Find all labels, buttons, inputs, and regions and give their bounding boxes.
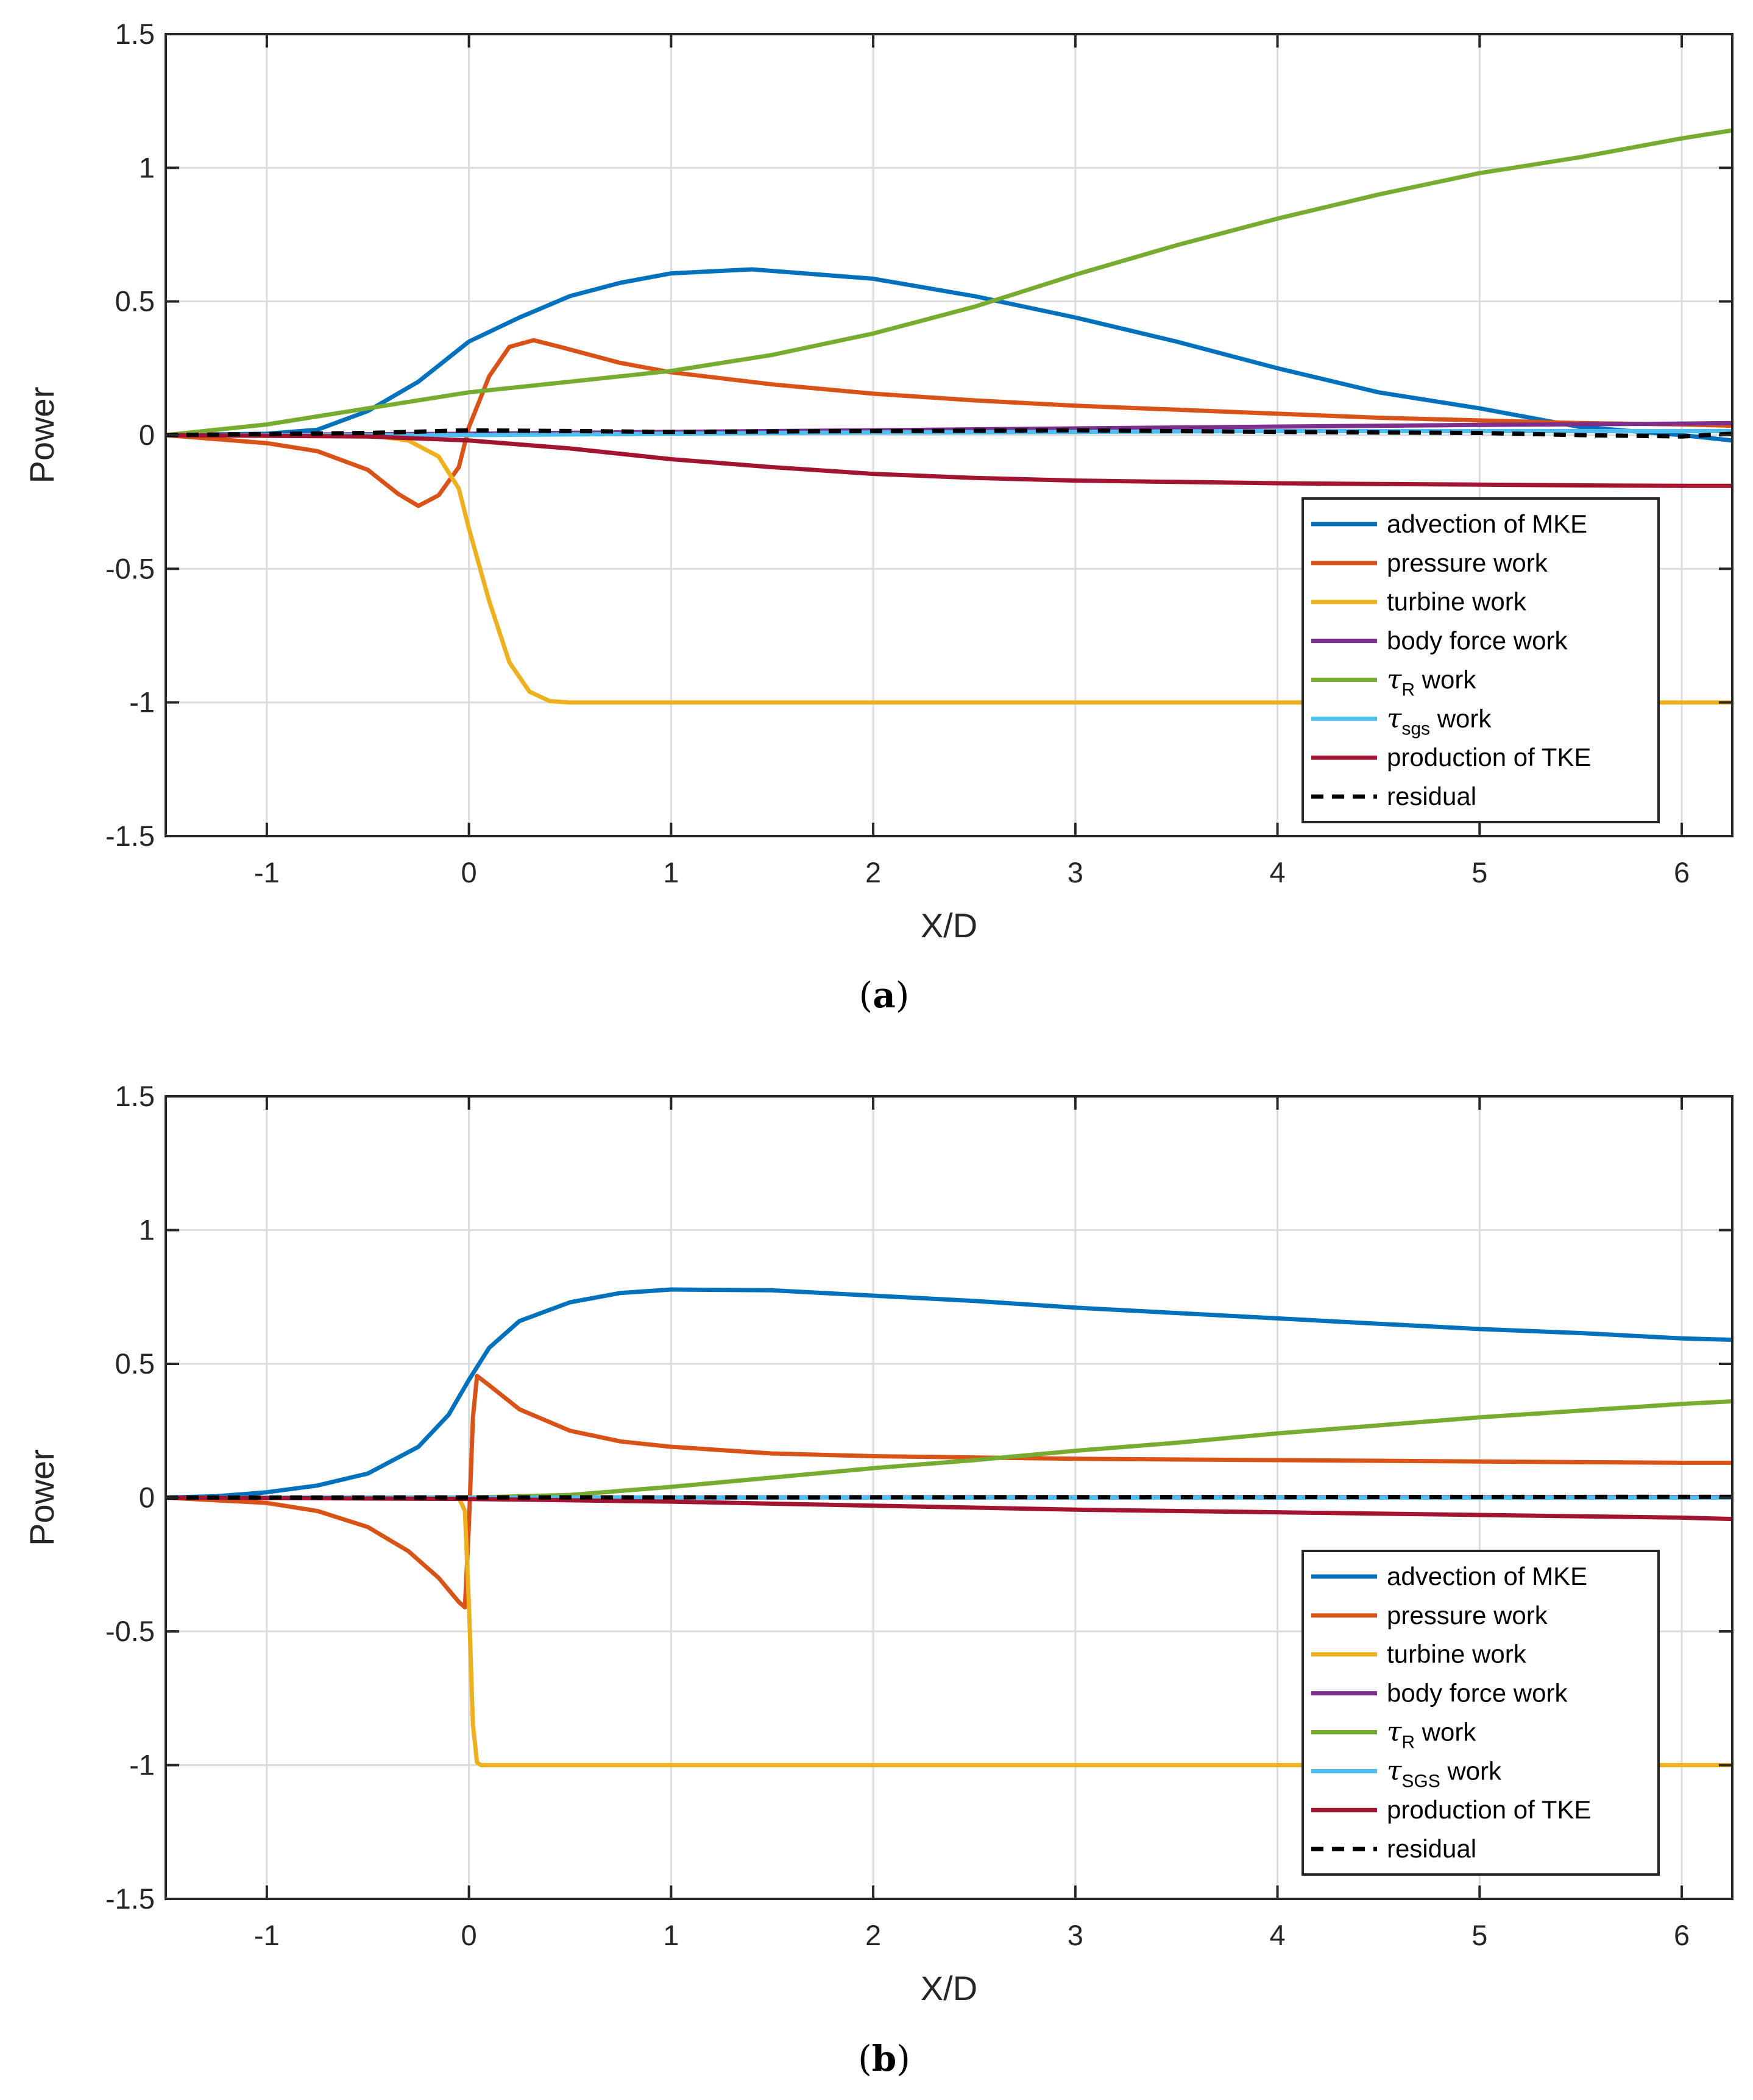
x-tick-label: 2: [865, 1919, 881, 1951]
y-tick-label: -1: [129, 1749, 155, 1781]
legend-label-tau_R: τR work: [1387, 664, 1476, 700]
legend-label-tau_R: τR work: [1387, 1716, 1476, 1752]
legend-box: [1301, 497, 1660, 823]
legend-label-body_force: body force work: [1387, 1679, 1568, 1708]
series-tau_sgs: [166, 428, 1732, 438]
series-residual: [166, 428, 1732, 439]
x-axis-label: X/D: [921, 906, 977, 945]
x-tick-label: -1: [254, 1919, 280, 1951]
legend-label-advection: advection of MKE: [1387, 509, 1587, 538]
y-tick-label: 0.5: [115, 285, 155, 317]
x-tick-label: -1: [254, 856, 280, 889]
series-production: [166, 1495, 1732, 1522]
series-tau_R: [166, 1399, 1732, 1500]
x-axis-label: X/D: [921, 1969, 977, 2007]
y-tick-label: -1.5: [105, 1882, 155, 1915]
legend: advection of MKE pressure work turbine wor…: [1301, 497, 1660, 823]
legend-label-turbine: turbine work: [1387, 587, 1527, 616]
series-group: [166, 1287, 1732, 1767]
y-tick-label: 0: [139, 1481, 155, 1514]
series-group: [166, 128, 1732, 705]
chart-panel-a: -1 0 1 2 3 4 5 6 -1.5 -1 -0.5 0 0.5 1 1.5 X/D Power advec…: [23, 18, 1734, 1016]
y-tick-label: 1.5: [115, 1080, 155, 1112]
legend-label-production: production of TKE: [1387, 743, 1591, 772]
x-tick-label: 1: [663, 1919, 679, 1951]
x-tick-label: 0: [461, 1919, 477, 1951]
legend-label-turbine: turbine work: [1387, 1640, 1527, 1669]
panel-caption-b: (b): [858, 2038, 910, 2079]
legend-label-advection: advection of MKE: [1387, 1562, 1587, 1591]
legend-label-body_force: body force work: [1387, 626, 1568, 655]
x-tick-label: 3: [1068, 856, 1083, 889]
legend-label-production: production of TKE: [1387, 1795, 1591, 1824]
x-tick-label: 4: [1270, 856, 1286, 889]
legend-label-pressure: pressure work: [1387, 1601, 1548, 1630]
y-tick-label: 1: [139, 151, 155, 183]
x-tick-label: 6: [1674, 856, 1690, 889]
y-tick-label: -1: [129, 686, 155, 718]
y-axis-label: Power: [23, 1449, 61, 1546]
series-advection: [166, 1287, 1732, 1500]
series-pressure: [166, 338, 1732, 508]
x-tick-label: 0: [461, 856, 477, 889]
y-tick-label: 0: [139, 419, 155, 451]
x-tick-label: 3: [1068, 1919, 1083, 1951]
legend-label-tau_sgs: τsgs work: [1387, 703, 1492, 739]
x-tick-label: 2: [865, 856, 881, 889]
panel-caption-a: (a): [859, 974, 910, 1016]
legend-label-pressure: pressure work: [1387, 548, 1548, 577]
x-tick-label: 4: [1270, 1919, 1286, 1951]
legend-label-residual: residual: [1387, 782, 1476, 811]
y-tick-label: -1.5: [105, 820, 155, 852]
series-advection: [166, 267, 1732, 443]
series-pressure: [166, 1374, 1732, 1609]
legend: advection of MKE pressure work turbine wor…: [1301, 1550, 1660, 1876]
series-tau_R: [166, 128, 1732, 438]
y-tick-label: 1: [139, 1214, 155, 1246]
x-tick-label: 5: [1471, 856, 1487, 889]
legend-label-tau_sgs: τSGS work: [1387, 1755, 1502, 1791]
x-tick-label: 5: [1471, 1919, 1487, 1951]
y-tick-label: 0.5: [115, 1347, 155, 1380]
y-tick-label: 1.5: [115, 18, 155, 50]
y-tick-label: -0.5: [105, 552, 155, 584]
legend-box: [1301, 1550, 1660, 1876]
x-tick-label: 6: [1674, 1919, 1690, 1951]
series-production: [166, 433, 1732, 488]
y-tick-label: -0.5: [105, 1615, 155, 1647]
chart-panel-b: -1 0 1 2 3 4 5 6 -1.5 -1 -0.5 0 0.5 1 1.5 X/D Power advec…: [23, 1080, 1734, 2079]
y-axis-label: Power: [23, 387, 61, 484]
legend-label-residual: residual: [1387, 1834, 1476, 1863]
x-tick-label: 1: [663, 856, 679, 889]
